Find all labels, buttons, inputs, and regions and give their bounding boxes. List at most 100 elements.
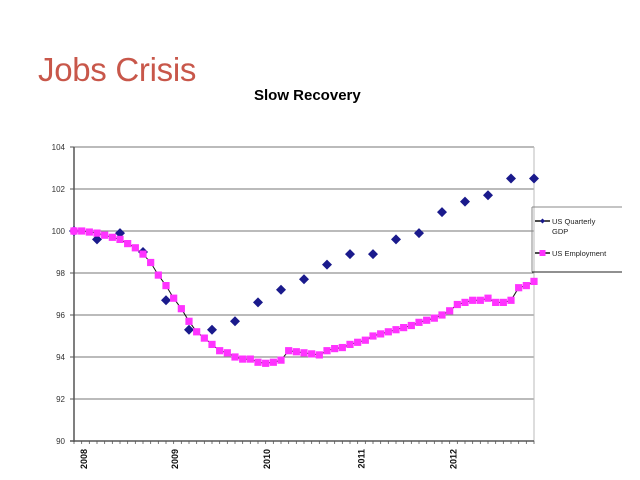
- gdp-point: [184, 324, 194, 335]
- y-tick-label: 102: [52, 185, 66, 194]
- employment-point: [216, 347, 224, 355]
- chart-title: Slow Recovery: [254, 87, 361, 104]
- employment-point: [338, 343, 346, 352]
- gdp-point: [207, 324, 217, 335]
- employment-point: [147, 258, 155, 267]
- employment-point: [446, 307, 454, 315]
- employment-start-point: [70, 227, 78, 235]
- employment-point: [269, 358, 277, 366]
- gdp-point: [368, 249, 378, 260]
- employment-point: [193, 328, 201, 336]
- x-tick-label: 2010: [262, 449, 272, 469]
- series-us-employment: [70, 227, 538, 367]
- employment-point: [285, 347, 293, 355]
- gridlines: [74, 146, 534, 400]
- legend-gdp-marker: [540, 218, 545, 224]
- x-tick-label: 2011: [357, 449, 367, 469]
- gdp-point: [483, 190, 493, 201]
- employment-point: [246, 355, 254, 363]
- employment-point: [484, 294, 492, 302]
- legend-label: GDP: [552, 227, 568, 236]
- employment-point: [507, 296, 515, 304]
- employment-point: [292, 348, 300, 356]
- employment-point: [239, 355, 247, 363]
- employment-point: [200, 334, 208, 342]
- employment-point: [354, 338, 362, 346]
- y-tick-label: 104: [52, 143, 66, 152]
- y-tick-label: 100: [52, 227, 66, 236]
- employment-point: [185, 317, 193, 325]
- employment-point: [108, 233, 116, 241]
- employment-point: [423, 316, 431, 324]
- y-tick-label: 94: [56, 353, 65, 362]
- x-tick-label: 2008: [79, 449, 89, 469]
- gdp-point: [391, 234, 401, 245]
- gdp-point: [115, 228, 125, 239]
- y-tick-label: 90: [56, 437, 65, 446]
- employment-point: [331, 345, 339, 353]
- y-tick-label: 92: [56, 395, 65, 404]
- axes: [70, 146, 535, 444]
- employment-point: [453, 300, 461, 309]
- gdp-point: [299, 274, 309, 285]
- employment-point: [93, 229, 101, 237]
- series: [69, 173, 539, 367]
- employment-point: [499, 298, 507, 306]
- slide-title: Jobs Crisis: [38, 51, 197, 88]
- employment-point: [131, 244, 139, 252]
- employment-point: [170, 294, 178, 302]
- employment-point: [231, 353, 239, 361]
- employment-point: [300, 349, 308, 357]
- gdp-point: [414, 228, 424, 239]
- gdp-point: [276, 284, 286, 295]
- employment-point: [308, 350, 316, 358]
- employment-point: [177, 305, 185, 313]
- employment-point: [323, 347, 331, 355]
- employment-point: [377, 330, 385, 338]
- employment-point: [530, 277, 538, 285]
- gdp-point: [92, 234, 102, 245]
- gdp-point: [161, 295, 171, 306]
- gdp-point: [437, 207, 447, 218]
- x-tick-label: 2012: [449, 449, 459, 469]
- employment-point: [124, 240, 132, 248]
- employment-point: [85, 228, 93, 236]
- employment-point: [277, 356, 285, 364]
- employment-point: [407, 321, 415, 330]
- y-tick-labels: 104 102 100 98 96 94 92 90: [52, 143, 66, 446]
- employment-point: [254, 358, 262, 366]
- employment-point: [392, 326, 400, 334]
- employment-point: [361, 336, 369, 344]
- gdp-point: [253, 297, 263, 308]
- employment-point: [476, 296, 484, 304]
- gdp-point: [460, 196, 470, 207]
- employment-point: [369, 332, 377, 340]
- x-tick-labels: 2008 2009 2010 2011 2012: [79, 449, 459, 469]
- employment-point: [522, 282, 530, 290]
- employment-point: [469, 296, 477, 304]
- employment-point: [101, 231, 109, 239]
- y-tick-label: 98: [56, 269, 65, 278]
- employment-point: [384, 328, 392, 336]
- gdp-point: [322, 259, 332, 270]
- employment-point: [430, 314, 438, 322]
- employment-point: [116, 235, 124, 243]
- employment-point: [208, 340, 216, 348]
- employment-point: [154, 271, 162, 279]
- legend-label: US Employment: [552, 249, 607, 258]
- employment-point: [438, 311, 446, 319]
- gdp-point: [529, 173, 539, 184]
- employment-point: [262, 359, 270, 367]
- employment-point: [346, 340, 354, 348]
- gdp-point: [345, 249, 355, 260]
- employment-point: [315, 351, 323, 359]
- employment-point: [400, 324, 408, 332]
- employment-point: [78, 227, 86, 235]
- employment-point: [461, 298, 469, 306]
- legend-employment-marker: [539, 250, 546, 256]
- employment-point: [515, 284, 523, 292]
- employment-point: [162, 282, 170, 290]
